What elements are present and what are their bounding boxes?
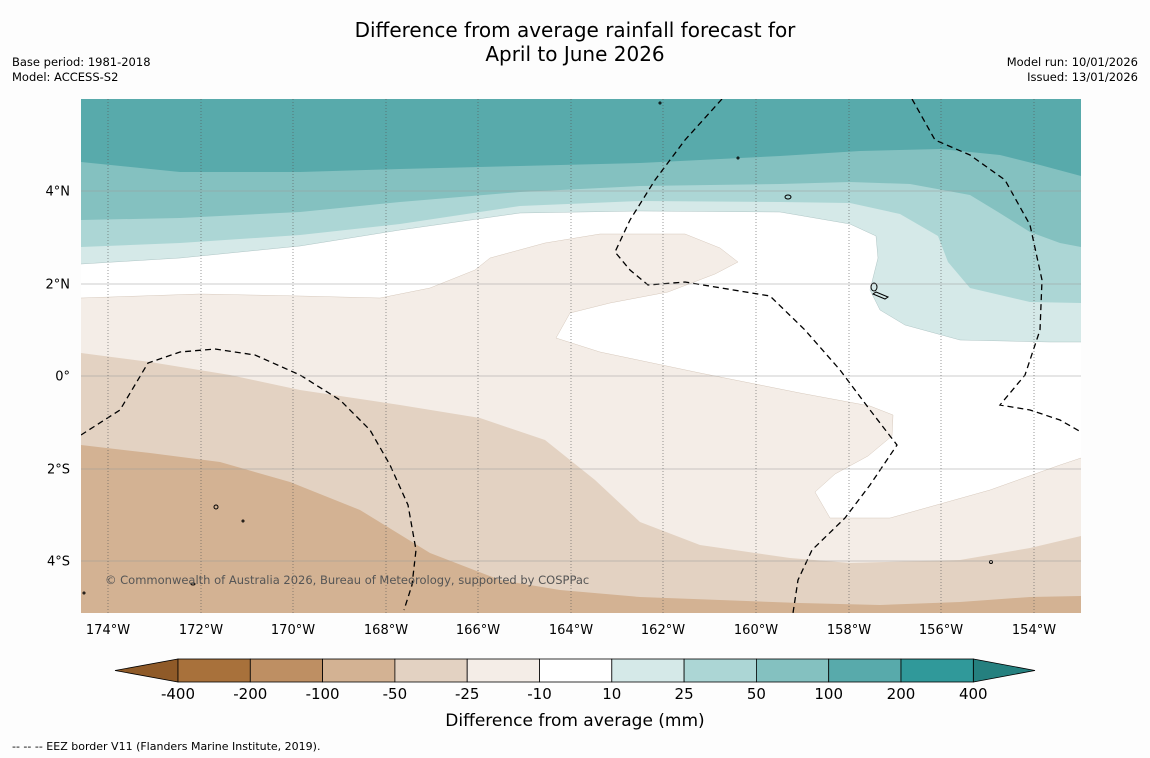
colorbar-swatch <box>322 658 396 683</box>
colorbar-tick-label: -10 <box>527 685 552 703</box>
base-period-text: Base period: 1981-2018 <box>12 55 151 69</box>
eez-borders <box>81 99 1081 613</box>
colorbar-swatch <box>611 658 685 683</box>
lat-label: 4°S <box>47 555 70 570</box>
colorbar-tick-label: 400 <box>959 685 988 703</box>
colorbar-tick-label: -200 <box>233 685 267 703</box>
copyright-text: © Commonwealth of Australia 2026, Bureau… <box>105 573 589 587</box>
eez-border-central <box>614 99 898 613</box>
model-run-text: Model run: 10/01/2026 <box>1006 55 1138 69</box>
chart-title: Difference from average rainfall forecas… <box>0 18 1150 66</box>
meta-left: Base period: 1981-2018 Model: ACCESS-S2 <box>12 55 151 85</box>
colorbar-swatch <box>828 658 902 683</box>
colorbar-swatch <box>177 658 251 683</box>
lon-label: 166°W <box>456 623 500 638</box>
map-figure: 4°N 2°N 0° 2°S 4°S 174°W 172°W 170°W 168… <box>46 99 1081 731</box>
island-outline <box>190 582 196 586</box>
title-line-2: April to June 2026 <box>485 42 665 66</box>
colorbar-over-arrow <box>972 658 1036 683</box>
rainfall-contours <box>81 99 1081 613</box>
colorbar-swatch <box>394 658 468 683</box>
latitude-labels: 4°N 2°N 0° 2°S 4°S <box>46 185 71 570</box>
lon-label: 156°W <box>919 623 963 638</box>
colorbar-under-arrow <box>114 658 179 683</box>
eez-border-east <box>911 99 1081 433</box>
island-outline <box>241 519 245 523</box>
lon-label: 158°W <box>827 623 871 638</box>
islands <box>82 101 993 595</box>
island-outline <box>871 291 890 300</box>
colorbar-swatch <box>539 658 613 683</box>
colorbar-tick-label: -100 <box>306 685 340 703</box>
lon-label: 168°W <box>364 623 408 638</box>
title-line-1: Difference from average rainfall forecas… <box>354 18 796 42</box>
lon-label: 160°W <box>734 623 778 638</box>
island-outline <box>870 282 878 292</box>
island-outline <box>989 560 993 564</box>
lon-label: 172°W <box>179 623 223 638</box>
lon-label: 170°W <box>271 623 315 638</box>
island-outline <box>784 194 792 200</box>
longitude-labels: 174°W 172°W 170°W 168°W 166°W 164°W 162°… <box>86 623 1056 638</box>
island-outline <box>658 101 662 105</box>
colorbar-tick-label: -25 <box>455 685 480 703</box>
lon-label: 162°W <box>641 623 685 638</box>
lat-label: 2°N <box>46 278 71 293</box>
colorbar-tick-label: 50 <box>747 685 766 703</box>
lat-label: 0° <box>55 370 70 385</box>
colorbar-tick-label: 25 <box>675 685 694 703</box>
colorbar-swatch <box>756 658 830 683</box>
colorbar-swatch <box>900 658 974 683</box>
contour-band-100-200 <box>81 99 1081 176</box>
lon-label: 154°W <box>1012 623 1056 638</box>
lat-label: 4°N <box>46 185 71 200</box>
model-text: Model: ACCESS-S2 <box>12 70 119 84</box>
colorbar-swatch <box>249 658 324 683</box>
colorbar-tick-label: -50 <box>383 685 408 703</box>
island-outline <box>213 504 219 510</box>
colorbar-swatch <box>466 658 540 683</box>
lon-label: 164°W <box>549 623 593 638</box>
colorbar-label: Difference from average (mm) <box>445 711 704 731</box>
gridlines <box>81 99 1081 613</box>
meta-right: Model run: 10/01/2026 Issued: 13/01/2026 <box>1007 55 1138 85</box>
contour-band-minus50-minus100 <box>81 445 1081 613</box>
colorbar-tick-label: 10 <box>602 685 621 703</box>
island-outline <box>82 591 86 595</box>
issued-text: Issued: 13/01/2026 <box>1027 70 1138 84</box>
colorbar-tick-label: 100 <box>814 685 843 703</box>
lon-label: 174°W <box>86 623 130 638</box>
map-panel: 4°N 2°N 0° 2°S 4°S 174°W 172°W 170°W 168… <box>46 99 1081 638</box>
colorbar-tick-label: 200 <box>887 685 916 703</box>
colorbar: -400 -200 -100 -50 -25 -10 10 25 50 100 200 400 <box>114 658 1036 703</box>
eez-footnote: -- -- -- EEZ border V11 (Flanders Marine… <box>12 740 321 753</box>
eez-border-west <box>81 348 417 611</box>
colorbar-swatch <box>683 658 757 683</box>
lat-label: 2°S <box>47 463 70 478</box>
colorbar-tick-label: -400 <box>161 685 195 703</box>
island-outline <box>736 156 740 160</box>
